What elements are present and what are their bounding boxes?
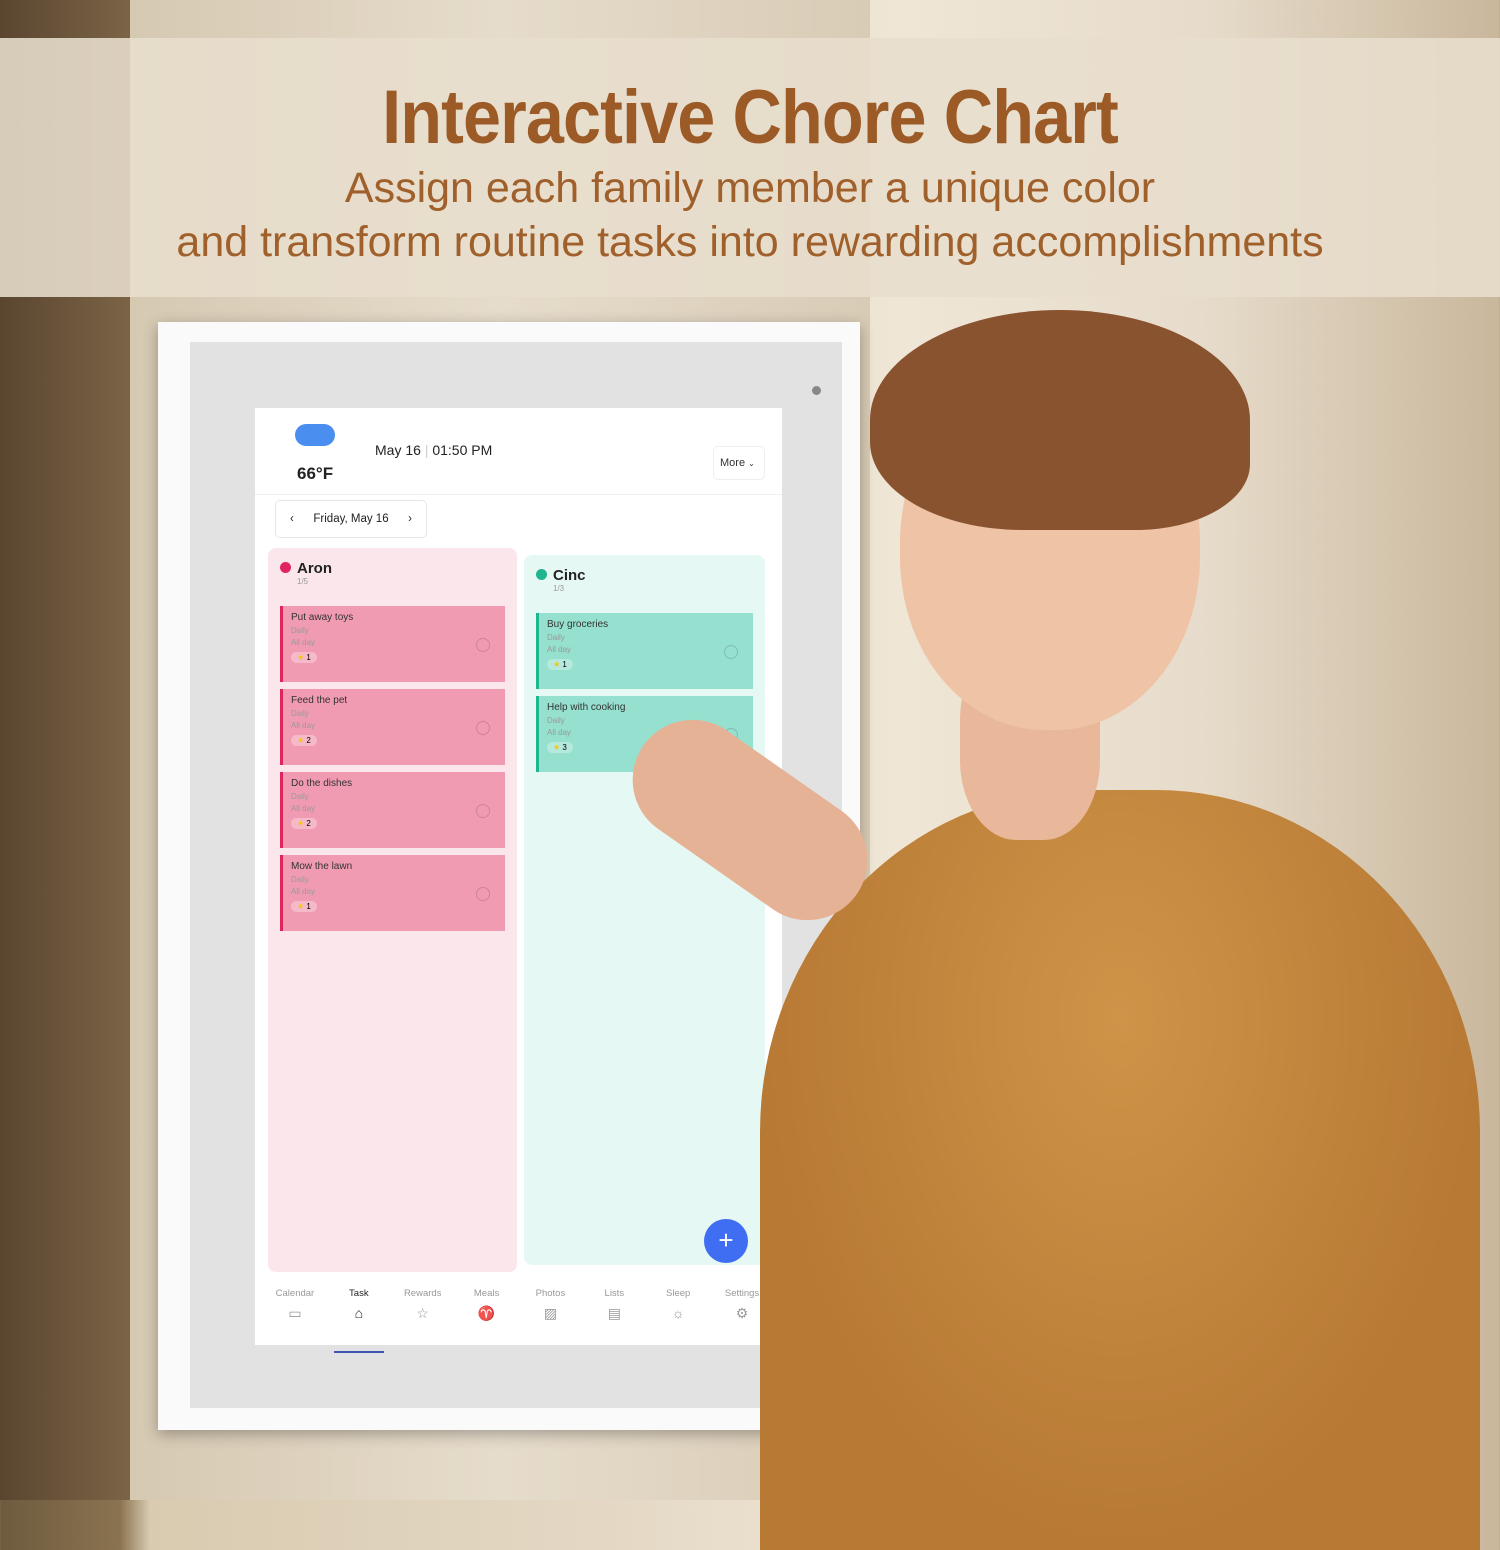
star-icon: ★ (553, 743, 561, 752)
temperature: 66°F (297, 464, 334, 483)
complete-checkbox[interactable] (476, 887, 490, 901)
task-title: Put away toys (291, 612, 354, 623)
task-card[interactable]: Put away toys Daily All day ★ 1 (280, 606, 505, 682)
member-name: Aron (280, 560, 505, 577)
nav-label: Settings (724, 1288, 760, 1299)
more-dropdown[interactable]: More ⌄ (713, 446, 765, 480)
member-name: Cinc (536, 567, 753, 584)
task-frequency: Daily (291, 875, 309, 884)
complete-checkbox[interactable] (476, 638, 490, 652)
datetime: May 16 | 01:50 PM (375, 442, 493, 458)
nav-tab-calendar[interactable]: Calendar ▭ (265, 1288, 325, 1345)
nav-label: Lists (604, 1288, 625, 1299)
member-progress: 1/3 (553, 584, 565, 593)
app-screen: 66°F May 16 | 01:50 PM More ⌄ ‹ Friday, … (255, 408, 782, 1353)
sun-icon: ☼ (671, 1305, 685, 1321)
nav-tab-meals[interactable]: Meals ♈ (457, 1288, 517, 1345)
task-title: Mow the lawn (291, 861, 353, 872)
star-icon: ★ (297, 736, 305, 745)
next-day-button[interactable]: › (408, 513, 412, 525)
utensils-icon: ♈ (477, 1305, 496, 1321)
nav-tab-rewards[interactable]: Rewards ☆ (393, 1288, 453, 1345)
nav-label: Meals (473, 1288, 500, 1299)
banner-subtitle-2: and transform routine tasks into rewardi… (176, 218, 1324, 266)
task-time: All day (291, 887, 316, 896)
task-frequency: Daily (547, 716, 565, 725)
star-icon: ★ (297, 902, 305, 911)
task-frequency: Daily (291, 626, 309, 635)
task-time: All day (547, 728, 572, 737)
member-color-dot (280, 562, 291, 573)
task-time: All day (291, 638, 316, 647)
star-reward-badge: ★ 1 (291, 652, 317, 663)
banner-title: Interactive Chore Chart (382, 75, 1119, 160)
date-navigator: ‹ Friday, May 16 › (275, 500, 427, 538)
nav-tab-task[interactable]: Task ⌂ (329, 1288, 389, 1353)
nav-label: Sleep (666, 1288, 691, 1299)
boy-hair (870, 310, 1250, 530)
task-title: Buy groceries (547, 619, 609, 630)
nav-label: Calendar (275, 1288, 315, 1299)
star-reward-badge: ★ 3 (547, 742, 573, 753)
complete-checkbox[interactable] (476, 721, 490, 735)
star-icon: ★ (297, 819, 305, 828)
star-reward-badge: ★ 1 (547, 659, 573, 670)
task-frequency: Daily (547, 633, 565, 642)
nav-tab-settings[interactable]: Settings ⚙ (712, 1288, 772, 1345)
current-date: May 16 (375, 442, 421, 458)
complete-checkbox[interactable] (476, 804, 490, 818)
more-label: More (720, 457, 746, 469)
task-card[interactable]: Feed the pet Daily All day ★ 2 (280, 689, 505, 765)
photo-icon: ▨ (543, 1305, 558, 1321)
task-time: All day (547, 645, 572, 654)
star-icon: ★ (553, 660, 561, 669)
gear-icon: ⚙ (735, 1305, 749, 1321)
calendar-icon: ▭ (288, 1305, 302, 1321)
broom-icon: ⌂ (354, 1305, 364, 1321)
member-column-cinc: Cinc 1/3 Buy groceries Daily All day ★ 1… (524, 555, 765, 1265)
cloud-icon (295, 424, 335, 446)
task-title: Feed the pet (291, 695, 348, 706)
star-reward-badge: ★ 1 (291, 901, 317, 912)
boy-shirt (760, 790, 1480, 1550)
camera-dot (812, 386, 821, 395)
star-icon: ★ (297, 653, 305, 662)
banner: Interactive Chore Chart Assign each fami… (0, 38, 1500, 297)
nav-label: Task (349, 1288, 369, 1299)
nav-tab-sleep[interactable]: Sleep ☼ (648, 1288, 708, 1345)
task-title: Help with cooking (547, 702, 626, 713)
nav-label: Photos (535, 1288, 566, 1299)
complete-checkbox[interactable] (724, 645, 738, 659)
task-card[interactable]: Do the dishes Daily All day ★ 2 (280, 772, 505, 848)
task-frequency: Daily (291, 709, 309, 718)
add-task-button[interactable]: + (704, 1219, 748, 1263)
nav-tab-photos[interactable]: Photos ▨ (520, 1288, 580, 1345)
date-label: Friday, May 16 (313, 513, 389, 525)
chevron-down-icon: ⌄ (748, 459, 755, 468)
star-reward-badge: ★ 2 (291, 735, 317, 746)
list-icon: ▤ (607, 1305, 621, 1321)
banner-subtitle-1: Assign each family member a unique color (344, 164, 1156, 212)
current-time: 01:50 PM (432, 442, 493, 458)
member-color-dot (536, 569, 547, 580)
member-column-aron: Aron 1/5 Put away toys Daily All day ★ 1… (268, 548, 517, 1272)
nav-label: Rewards (403, 1288, 442, 1299)
task-card[interactable]: Buy groceries Daily All day ★ 1 (536, 613, 753, 689)
task-title: Do the dishes (291, 778, 353, 789)
member-progress: 1/5 (297, 577, 309, 586)
nav-tab-lists[interactable]: Lists ▤ (584, 1288, 644, 1345)
task-time: All day (291, 804, 316, 813)
task-time: All day (291, 721, 316, 730)
bottom-nav: Calendar ▭ Task ⌂ Rewards ☆ Meals ♈ Photos ▨ Lists… (255, 1278, 782, 1353)
task-frequency: Daily (291, 792, 309, 801)
star-reward-badge: ★ 2 (291, 818, 317, 829)
star-icon: ☆ (416, 1305, 429, 1321)
prev-day-button[interactable]: ‹ (290, 513, 294, 525)
task-card[interactable]: Mow the lawn Daily All day ★ 1 (280, 855, 505, 931)
